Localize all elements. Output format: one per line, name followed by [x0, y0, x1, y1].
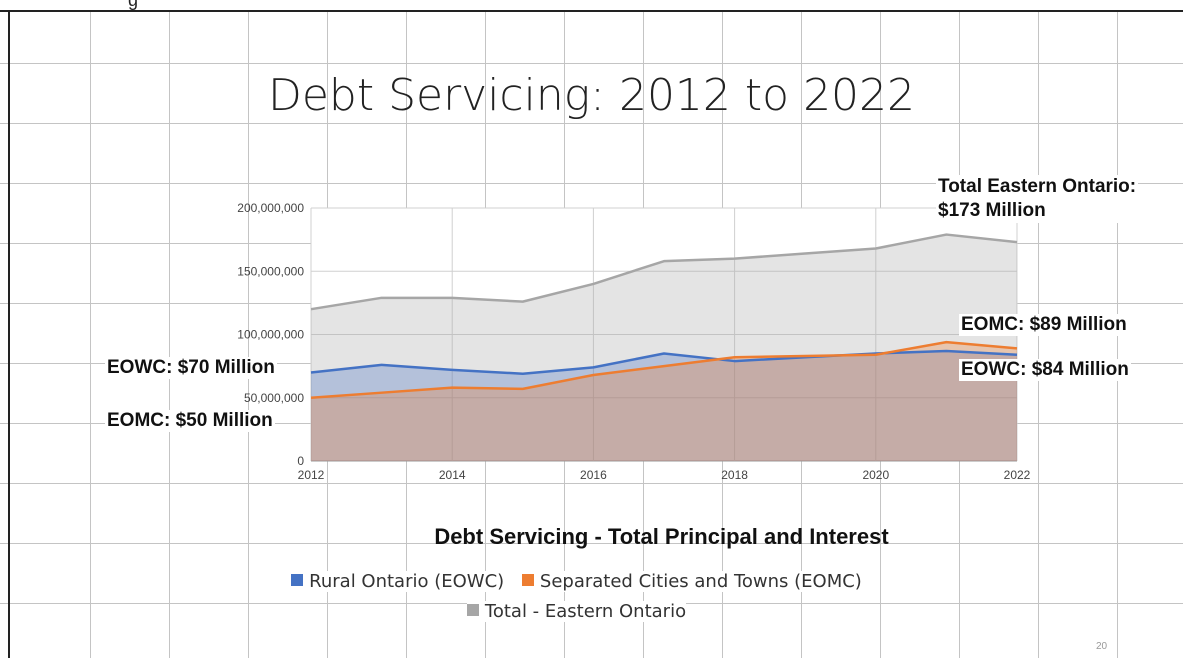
cropped-heading-fragment: g: [128, 0, 139, 10]
debt-servicing-chart: 0 50,000,000 100,000,000 150,000,000 200,000…: [237, 201, 1030, 482]
x-tick-label: 2020: [862, 468, 889, 482]
legend-swatch-eowc: [291, 574, 304, 586]
area-separated-cities-and-towns-eomc: [311, 342, 1017, 461]
legend-item-total: Total - Eastern Ontario: [466, 601, 687, 622]
area-total-eastern-ontario: [311, 234, 1017, 461]
legend-label-eowc: Rural Ontario (EOWC): [309, 571, 505, 592]
slide-title: Debt Servicing: 2012 to 2022: [267, 70, 916, 121]
x-tick-label: 2018: [721, 468, 748, 482]
y-tick-label: 100,000,000: [237, 328, 304, 342]
total-annotation-line1: Total Eastern Ontario:: [938, 176, 1137, 197]
y-tick-label: 50,000,000: [244, 391, 304, 405]
legend-row-2: Total - Eastern Ontario: [0, 601, 1153, 622]
total-eastern-ontario-annotation: Total Eastern Ontario: $173 Million: [936, 175, 1139, 223]
y-tick-label: 0: [297, 454, 304, 468]
line-layer: [310, 233, 1018, 399]
grid-layer: [310, 207, 1018, 462]
area-layer: [311, 234, 1017, 461]
total-annotation-line2: $173 Million: [938, 200, 1046, 221]
slide-top-border: [0, 0, 1183, 12]
page-number: 20: [1096, 641, 1108, 652]
legend-swatch-total: [466, 604, 479, 616]
eowc-start-annotation: EOWC: $70 Million: [105, 357, 277, 379]
legend-label-eomc: Separated Cities and Towns (EOMC): [539, 571, 862, 592]
x-tick-label: 2016: [580, 468, 607, 482]
x-tick-label: 2014: [439, 468, 466, 482]
eomc-start-annotation: EOMC: $50 Million: [105, 410, 275, 432]
eowc-end-annotation: EOWC: $84 Million: [959, 359, 1131, 381]
legend-item-eowc: Rural Ontario (EOWC): [291, 571, 505, 592]
slide-left-border: [8, 10, 10, 658]
legend-row-1: Rural Ontario (EOWC) Separated Cities an…: [0, 571, 1153, 592]
eomc-end-annotation: EOMC: $89 Million: [959, 314, 1129, 336]
legend-item-eomc: Separated Cities and Towns (EOMC): [521, 571, 862, 592]
axis-layer: 0 50,000,000 100,000,000 150,000,000 200,000…: [237, 201, 1030, 482]
chart-title: Debt Servicing - Total Principal and Int…: [434, 524, 889, 549]
x-tick-label: 2012: [298, 468, 325, 482]
area-rural-ontario-eowc: [311, 350, 1017, 461]
y-tick-label: 150,000,000: [237, 264, 304, 278]
legend-label-total: Total - Eastern Ontario: [484, 601, 687, 622]
x-tick-label: 2022: [1004, 468, 1031, 482]
legend-swatch-eomc: [521, 574, 534, 586]
y-tick-label: 200,000,000: [237, 201, 304, 215]
